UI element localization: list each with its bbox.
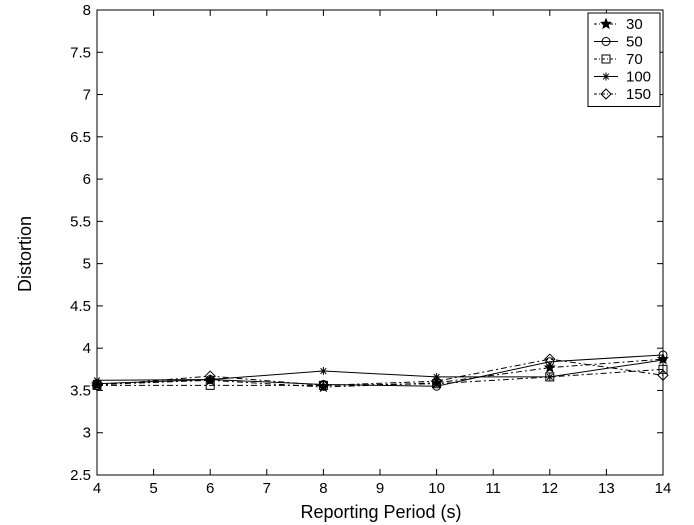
- series-line: [96, 358, 664, 386]
- legend-item: 70: [594, 51, 643, 68]
- x-tick-label: 6: [206, 480, 214, 497]
- series-line: [97, 368, 664, 386]
- y-tick-label: 6: [83, 171, 91, 188]
- y-axis: 2.5 3 3.5 4 4.5 5 5.5 6 6.5 7 7.5 8: [70, 2, 663, 484]
- x-axis: 4 5 6 7 8 9 10 11 12 13 14: [93, 10, 672, 497]
- data-point: [206, 375, 215, 384]
- legend-label: 70: [626, 51, 643, 68]
- x-axis-label: Reporting Period (s): [300, 502, 461, 522]
- legend-box: [587, 12, 661, 107]
- legend-marker: [602, 72, 610, 81]
- legend-item: 30: [594, 16, 643, 33]
- x-tick-label: 8: [319, 480, 327, 497]
- data-point: [319, 367, 328, 376]
- y-tick-label: 2.5: [70, 467, 91, 484]
- x-tick-label: 14: [655, 480, 672, 497]
- y-tick-label: 4.5: [70, 298, 91, 315]
- series-100: [93, 356, 667, 385]
- data-point: [543, 361, 556, 373]
- x-tick-label: 11: [485, 480, 501, 497]
- legend-item: 50: [594, 34, 643, 51]
- y-tick-label: 5.5: [70, 213, 91, 230]
- x-tick-label: 13: [598, 480, 615, 497]
- series-line: [96, 359, 664, 381]
- legend-label: 30: [626, 16, 643, 33]
- legend-item: 150: [594, 86, 651, 103]
- data-point: [318, 380, 328, 390]
- y-axis-label: Distortion: [15, 216, 35, 292]
- legend-marker: [600, 17, 612, 30]
- data-point: [430, 375, 443, 387]
- x-tick-label: 10: [428, 480, 445, 497]
- data-point: [91, 379, 103, 392]
- data-point: [544, 353, 556, 365]
- y-tick-label: 3: [83, 425, 91, 442]
- data-point: [432, 372, 441, 381]
- legend-label: 150: [626, 86, 651, 103]
- x-tick-label: 7: [263, 480, 271, 497]
- x-tick-label: 9: [376, 480, 384, 497]
- data-point: [659, 356, 667, 365]
- series-150: [91, 353, 669, 392]
- y-tick-label: 7.5: [70, 44, 91, 61]
- data-point: [657, 369, 669, 381]
- x-tick-label: 4: [93, 480, 101, 497]
- series-line: [96, 354, 664, 387]
- data-point: [545, 357, 555, 367]
- x-tick-label: 12: [541, 480, 558, 497]
- y-tick-label: 8: [83, 2, 91, 19]
- y-tick-label: 4: [83, 340, 91, 357]
- legend-marker: [601, 54, 611, 64]
- data-point: [204, 370, 216, 382]
- legend-marker: [601, 37, 611, 46]
- data-point: [545, 372, 554, 381]
- y-tick-label: 5: [83, 256, 91, 273]
- plot-area: [96, 9, 664, 476]
- plot-frame: [96, 9, 664, 476]
- legend-marker: [600, 88, 612, 100]
- data-point: [658, 364, 668, 374]
- x-tick-label: 5: [149, 480, 157, 497]
- series-layer: [90, 350, 669, 393]
- legend-item: 100: [594, 69, 651, 86]
- y-tick-label: 7: [83, 87, 91, 104]
- legend-label: 100: [626, 69, 651, 86]
- y-tick-label: 3.5: [70, 382, 91, 399]
- y-tick-label: 6.5: [70, 129, 91, 146]
- data-point: [317, 379, 330, 392]
- legend-label: 50: [626, 34, 643, 51]
